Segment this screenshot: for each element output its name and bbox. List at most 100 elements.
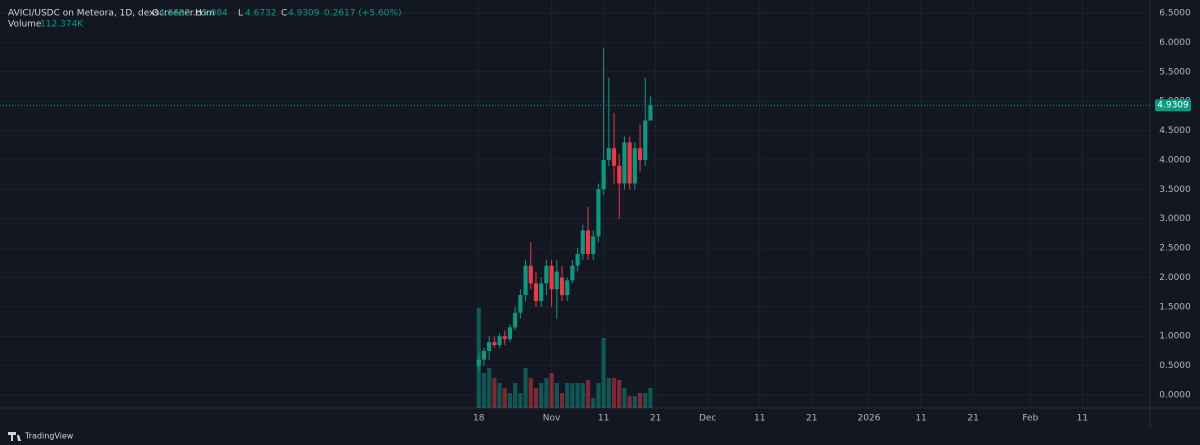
candle-body (518, 295, 523, 313)
candle-body (622, 142, 627, 184)
volume-bar (580, 383, 585, 408)
candle-body (601, 159, 606, 190)
x-tick-label: Feb (1022, 414, 1038, 424)
candle-body (570, 265, 575, 281)
legend-value: 4.6692 (159, 9, 191, 19)
last-price-tag (1155, 99, 1191, 112)
volume-bar (632, 396, 637, 408)
volume-bar (481, 373, 487, 408)
y-tick-label: 2.5000 (1159, 244, 1191, 254)
candle-body (591, 236, 596, 254)
candle-body (596, 189, 601, 237)
legend-value: 4.9309 (288, 9, 320, 19)
y-tick-label: 0.0000 (1159, 391, 1191, 401)
volume-bar (533, 388, 539, 408)
candle-body (539, 283, 544, 301)
legend-change: 0.2617 (+5.60%) (324, 9, 402, 19)
candle-body (648, 105, 653, 121)
candle-body (559, 277, 565, 296)
y-tick-label: 4.0000 (1159, 155, 1191, 165)
volume-bar (565, 383, 570, 408)
candle-body (544, 265, 549, 284)
legend-value: 4.6732 (245, 9, 277, 19)
candle-body (481, 350, 487, 360)
candle-body (585, 230, 591, 254)
x-tick-label: 11 (1077, 414, 1088, 424)
x-tick-label: 11 (598, 414, 609, 424)
candle-body (643, 120, 648, 160)
legend-value: 5.084 (202, 9, 228, 19)
volume-bar (492, 378, 497, 408)
volume-bar (606, 378, 611, 408)
candle-body (513, 312, 518, 328)
x-tick-label: 21 (806, 414, 817, 424)
brand-name: TradingView (24, 432, 74, 441)
candle-body (476, 359, 481, 366)
last-price-label: 4.9309 (1157, 101, 1189, 111)
x-tick-label: Nov (543, 414, 561, 424)
y-tick-label: 0.5000 (1159, 361, 1191, 371)
volume-bar (554, 383, 559, 408)
volume-bar (585, 379, 591, 408)
volume-bar (575, 383, 580, 408)
legend-key: C (281, 9, 287, 19)
x-tick-label: 11 (754, 414, 765, 424)
legend-key: L (238, 9, 243, 19)
brand-logo (8, 432, 21, 441)
candle-body (575, 253, 580, 266)
volume-bar (591, 398, 596, 408)
volume-bar (601, 338, 606, 408)
x-tick-label: 2026 (858, 414, 881, 424)
volume-bar (637, 393, 643, 408)
candle-body (502, 336, 507, 340)
volume-bar (549, 373, 554, 408)
candle-body (492, 342, 497, 346)
candle-body (528, 265, 533, 284)
volume-bar (518, 393, 523, 408)
volume-bar (648, 387, 653, 408)
x-tick-label: 18 (473, 414, 485, 424)
candle-body (637, 148, 643, 160)
volume-bar (596, 383, 601, 408)
volume-bar (502, 388, 507, 408)
volume-bar (497, 383, 502, 408)
candle-body (565, 280, 570, 296)
volume-bar (611, 378, 617, 408)
legend-title: AVICI/USDC on Meteora, 1D, dexscreener.c… (8, 9, 215, 19)
y-tick-label: 2.0000 (1159, 273, 1191, 283)
footer (0, 428, 1200, 445)
volume-bar (559, 393, 565, 408)
legend-key: H (195, 9, 202, 19)
candle-body (549, 265, 554, 290)
volume-bar (487, 368, 492, 408)
y-tick-label: 3.0000 (1159, 214, 1191, 224)
x-tick-label: Dec (699, 414, 716, 424)
volume-bar (570, 383, 575, 408)
y-tick-label: 6.5000 (1159, 9, 1191, 19)
x-tick-label: 11 (915, 414, 926, 424)
volume-value: 112.374K (40, 20, 84, 30)
candle-body (617, 165, 622, 184)
y-tick-label: 3.5000 (1159, 185, 1191, 195)
volume-bar (539, 383, 544, 408)
candle-body (627, 142, 632, 184)
volume-bar (528, 378, 533, 408)
volume-bar (544, 378, 549, 408)
y-tick-label: 6.0000 (1159, 38, 1191, 48)
candle-body (507, 327, 513, 340)
candle-body (632, 148, 637, 184)
candle-body (523, 265, 528, 296)
volume-bar (507, 393, 513, 408)
y-tick-label: 1.0000 (1159, 332, 1191, 342)
candle-body (611, 148, 617, 166)
y-tick-label: 1.5000 (1159, 302, 1191, 312)
x-tick-label: 21 (967, 414, 978, 424)
volume-bar (622, 388, 627, 408)
candle-body (533, 283, 539, 301)
volume-bar (523, 368, 528, 408)
volume-bar (627, 396, 632, 408)
candle-body (497, 336, 502, 346)
volume-title: Volume (8, 20, 42, 30)
candle-body (580, 230, 585, 254)
